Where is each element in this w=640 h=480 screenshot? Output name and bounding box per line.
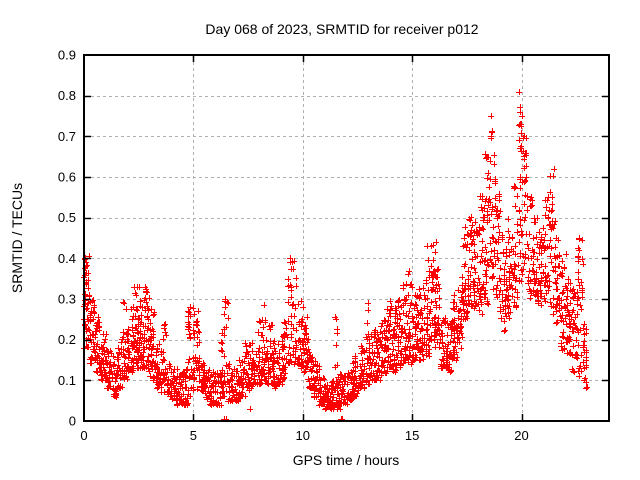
scatter-marker-path <box>81 89 590 422</box>
y-tick-label: 0 <box>69 414 76 429</box>
y-tick-label: 0.3 <box>58 292 76 307</box>
tick-marks-path <box>84 55 609 421</box>
x-tick-label: 20 <box>514 428 528 443</box>
y-tick-label: 0.7 <box>58 129 76 144</box>
y-tick-label: 0.9 <box>58 48 76 63</box>
chart-title: Day 068 of 2023, SRMTID for receiver p01… <box>205 21 478 37</box>
axis-ticks <box>84 55 609 421</box>
y-tick-label: 0.6 <box>58 170 76 185</box>
y-tick-label: 0.8 <box>58 88 76 103</box>
y-tick-label: 0.2 <box>58 332 76 347</box>
y-tick-label: 0.5 <box>58 210 76 225</box>
x-tick-label: 0 <box>80 428 87 443</box>
tick-labels: 0 0.1 0.2 0.3 0.4 0.5 0.6 0.7 0.8 0.9 0 5 10 15 20 <box>58 48 529 444</box>
y-tick-label: 0.1 <box>58 373 76 388</box>
x-tick-label: 15 <box>405 428 419 443</box>
grid-line-path <box>85 56 608 420</box>
scatter-points <box>81 89 590 422</box>
x-tick-label: 10 <box>296 428 310 443</box>
plot-border <box>83 54 610 422</box>
y-axis-label: SRMTID / TECUs <box>9 183 25 293</box>
x-axis-label: GPS time / hours <box>293 452 400 468</box>
y-tick-label: 0.4 <box>58 251 76 266</box>
grid-lines <box>85 56 608 420</box>
x-tick-label: 5 <box>190 428 197 443</box>
